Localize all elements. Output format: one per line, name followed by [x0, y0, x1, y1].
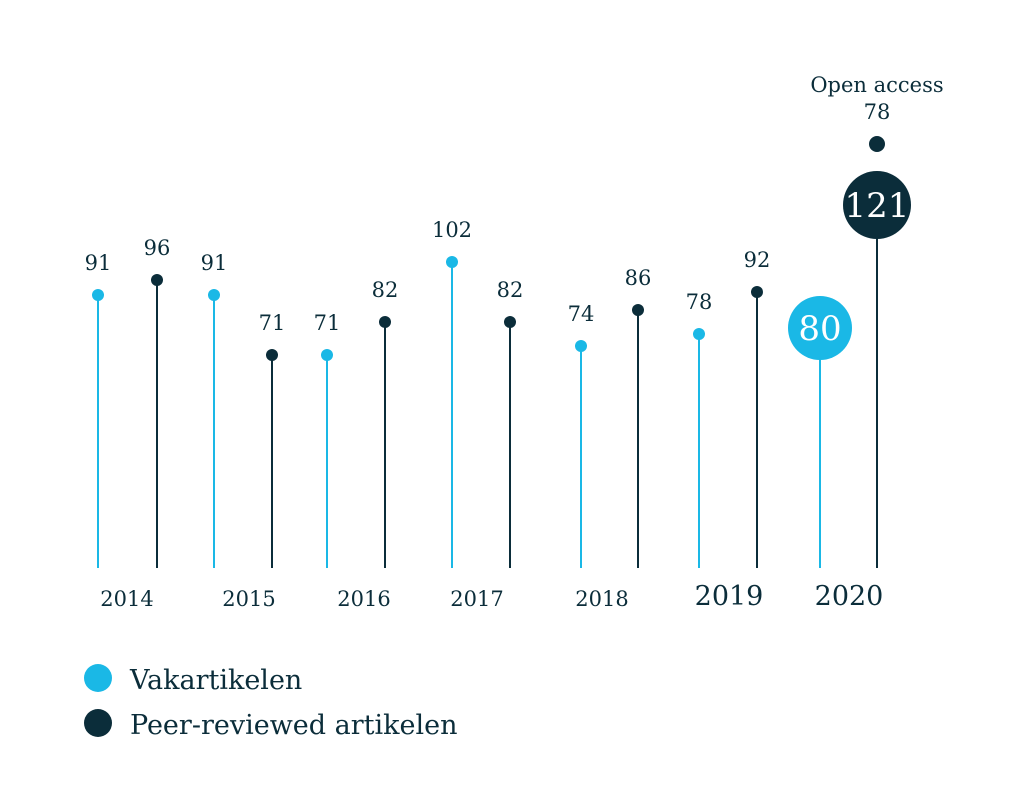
peer-point-2018	[632, 304, 644, 316]
vak-point-2014	[92, 289, 104, 301]
peer-point-2015	[266, 349, 278, 361]
peer-point-2014	[151, 274, 163, 286]
vak-point-2015	[208, 289, 220, 301]
vak-point-2019	[693, 328, 705, 340]
peer-value-label-2016: 82	[372, 278, 399, 302]
value-labels-layer: 91 91 71 102 74 78 96 71 82 82 86 92	[85, 218, 771, 335]
peer-point-2016	[379, 316, 391, 328]
open-access-dot	[869, 136, 885, 152]
peer-point-2017	[504, 316, 516, 328]
year-label-2015: 2015	[222, 587, 275, 611]
legend-item-vakartikelen: Vakartikelen	[84, 664, 302, 696]
vak-value-label-2016: 71	[314, 311, 341, 335]
legend: Vakartikelen Peer-reviewed artikelen	[84, 664, 457, 741]
peer-value-label-2014: 96	[144, 236, 171, 260]
year-label-2018: 2018	[575, 587, 628, 611]
stems-layer	[97, 205, 878, 568]
year-label-2020: 2020	[815, 581, 884, 612]
peer-value-label-2018: 86	[625, 266, 652, 290]
vak-value-label-2018: 74	[568, 302, 595, 326]
vak-value-label-2019: 78	[686, 290, 713, 314]
vak-value-label-2017: 102	[432, 218, 472, 242]
peer-point-2019	[751, 286, 763, 298]
vak-point-2016	[321, 349, 333, 361]
vak-point-2020	[788, 296, 852, 360]
peer-value-label-2015: 71	[259, 311, 286, 335]
peer-value-label-2017: 82	[497, 278, 524, 302]
year-label-2019: 2019	[695, 581, 764, 612]
open-access-annotation: Open access 78	[810, 73, 944, 152]
vak-value-label-2015: 91	[201, 251, 228, 275]
legend-item-peer-reviewed: Peer-reviewed artikelen	[84, 709, 457, 741]
vak-value-label-2020: 80	[798, 309, 841, 349]
legend-swatch-vakartikelen	[84, 664, 112, 692]
legend-label-vakartikelen: Vakartikelen	[129, 665, 302, 696]
peer-value-label-2019: 92	[744, 248, 771, 272]
peer-point-2020	[843, 171, 911, 239]
vak-point-2018	[575, 340, 587, 352]
open-access-label: Open access	[810, 73, 943, 97]
peer-value-label-2020: 121	[845, 186, 910, 226]
year-axis: 2014 2015 2016 2017 2018 2019 2020	[100, 581, 883, 612]
vak-point-2017	[446, 256, 458, 268]
year-label-2016: 2016	[337, 587, 390, 611]
year-label-2014: 2014	[100, 587, 153, 611]
open-access-value: 78	[864, 100, 891, 124]
vak-value-label-2014: 91	[85, 251, 112, 275]
legend-swatch-peer-reviewed	[84, 709, 112, 737]
year-label-2017: 2017	[450, 587, 503, 611]
legend-label-peer-reviewed: Peer-reviewed artikelen	[130, 710, 457, 741]
heads-layer: 80 121	[92, 171, 911, 361]
